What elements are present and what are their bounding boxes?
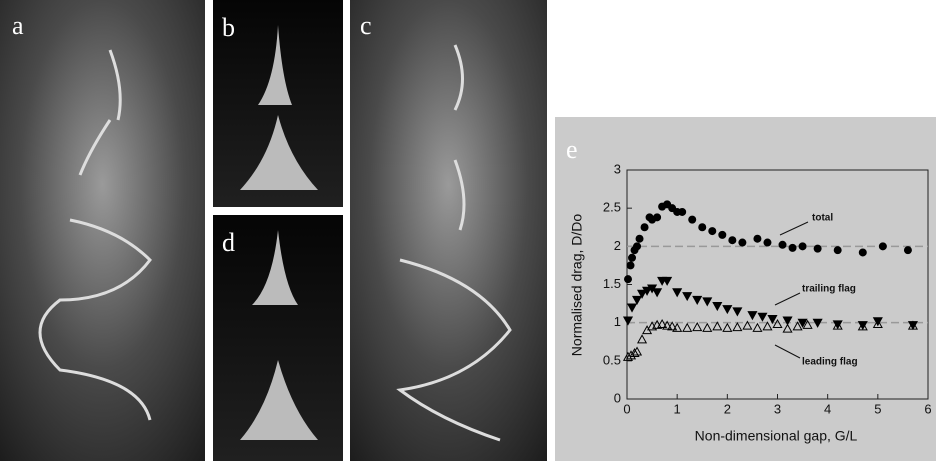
point	[636, 235, 643, 242]
point	[719, 231, 726, 238]
annotation: trailing flag	[802, 284, 856, 295]
point	[654, 214, 661, 221]
x-tick-label: 5	[874, 401, 881, 416]
x-axis-label: Non-dimensional gap, G/L	[695, 428, 858, 444]
point	[634, 243, 641, 250]
panel-label: b	[222, 13, 235, 42]
point	[764, 239, 771, 246]
point	[627, 262, 634, 269]
y-tick-label: 2	[614, 238, 621, 253]
panel-label: d	[222, 228, 235, 257]
x-tick-label: 3	[774, 401, 781, 416]
point	[641, 224, 648, 231]
point	[754, 235, 761, 242]
point	[629, 254, 636, 261]
y-tick-label: 1.5	[603, 276, 621, 291]
point	[879, 243, 886, 250]
point	[799, 243, 806, 250]
y-tick-label: 0	[614, 390, 621, 405]
annotation: leading flag	[802, 357, 858, 368]
y-tick-label: 2.5	[603, 200, 621, 215]
panel-label: c	[360, 11, 372, 40]
annotation: total	[812, 213, 833, 224]
point	[814, 245, 821, 252]
point	[679, 208, 686, 215]
point	[834, 247, 841, 254]
point	[625, 276, 632, 283]
y-axis-label: Normalised drag, D/Do	[569, 214, 585, 357]
x-tick-label: 4	[824, 401, 831, 416]
point	[779, 241, 786, 248]
x-tick-label: 6	[924, 401, 931, 416]
figure: a b c d e Non-dimensional gap, G/L Norma…	[0, 0, 936, 461]
point	[689, 216, 696, 223]
point	[739, 239, 746, 246]
point	[709, 228, 716, 235]
x-tick-label: 0	[623, 401, 630, 416]
point	[699, 224, 706, 231]
photo-c	[350, 0, 547, 461]
panel-label: a	[12, 11, 24, 40]
point	[859, 249, 866, 256]
point	[789, 244, 796, 251]
x-tick-label: 1	[674, 401, 681, 416]
y-tick-label: 0.5	[603, 352, 621, 367]
y-tick-label: 3	[614, 161, 621, 176]
x-tick-label: 2	[724, 401, 731, 416]
point	[729, 237, 736, 244]
y-tick-label: 1	[614, 314, 621, 329]
panel-label: e	[566, 135, 578, 164]
point	[904, 247, 911, 254]
